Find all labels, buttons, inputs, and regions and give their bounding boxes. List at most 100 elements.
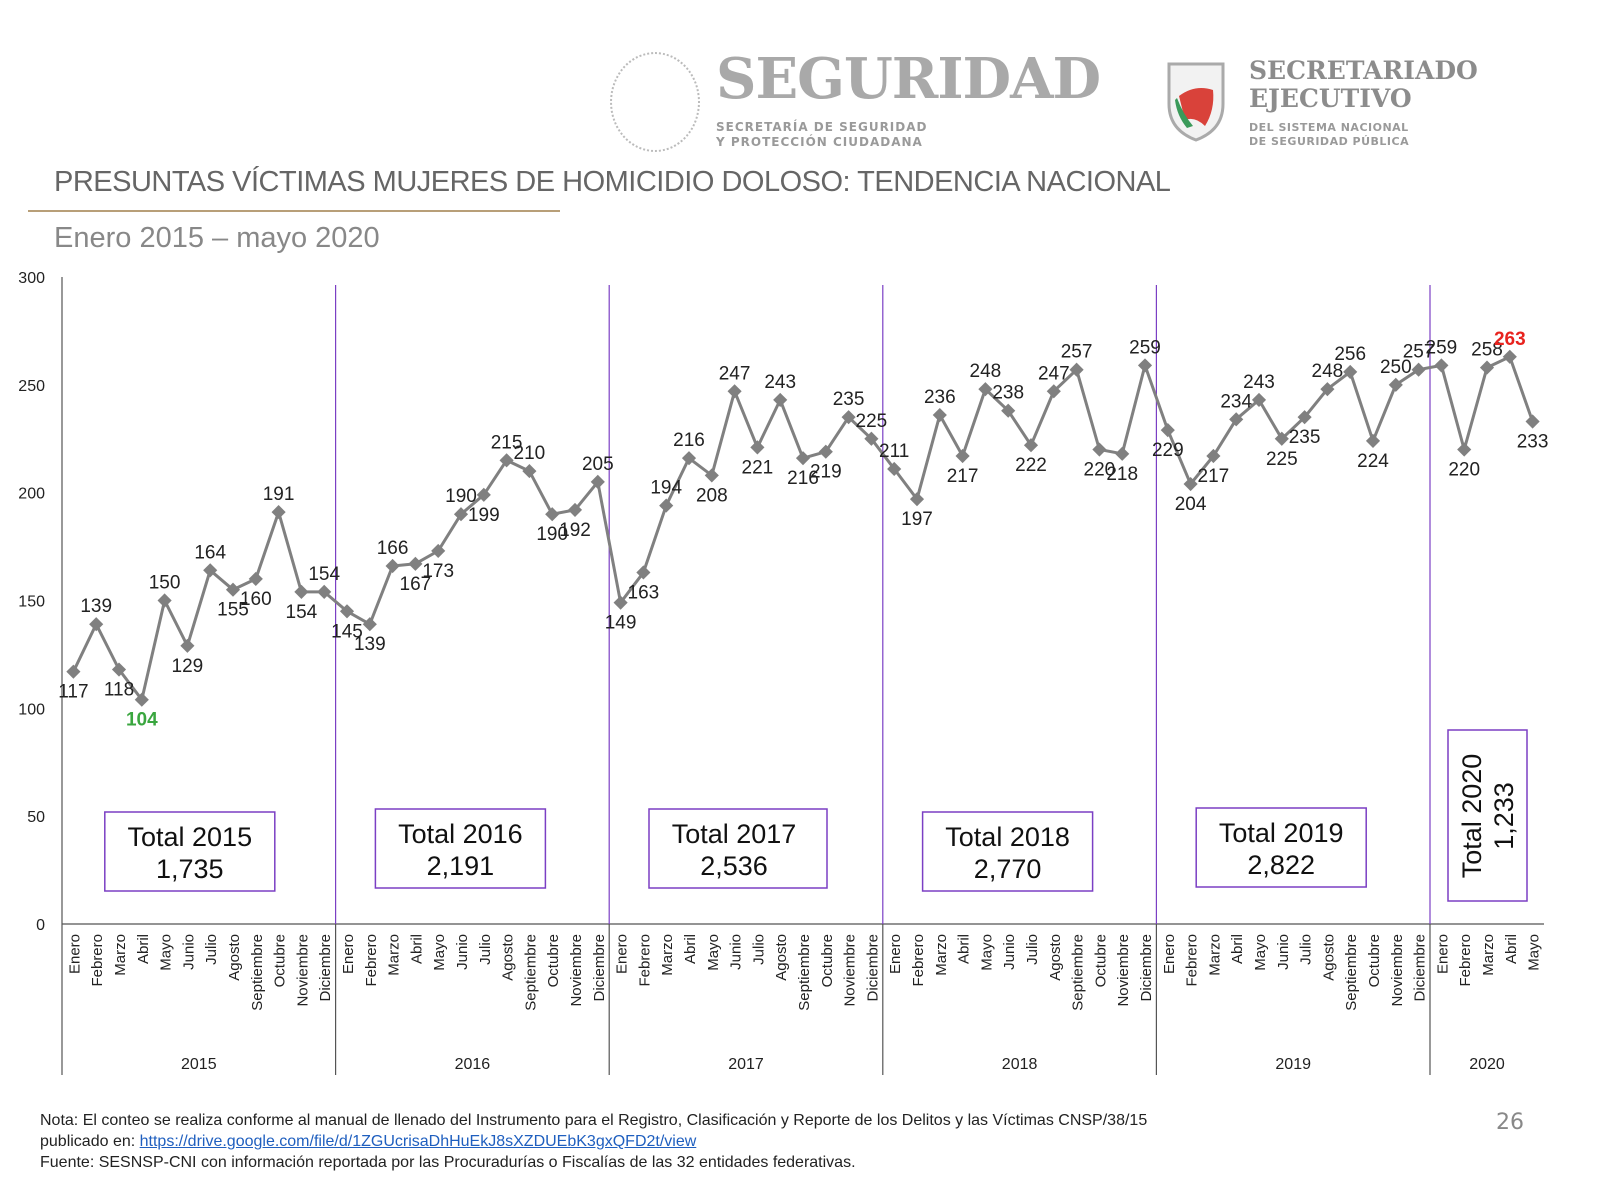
data-label: 167 [400,574,432,595]
footer-notes: Nota: El conteo se realiza conforme al m… [40,1110,1147,1173]
month-label: Julio [203,934,220,965]
data-point [453,507,469,522]
data-point [157,593,172,608]
total-box-value: 2,822 [1247,850,1315,880]
month-label: Enero [66,934,83,974]
month-label: Noviembre [568,934,585,1007]
source-link[interactable]: https://drive.google.com/file/d/1ZGUcris… [139,1133,697,1150]
title-divider [28,210,560,212]
data-point [1274,431,1289,446]
data-label: 118 [104,680,134,701]
month-label: Agosto [500,934,517,981]
month-label: Febrero [910,934,927,987]
data-label: 225 [856,411,888,432]
data-label: 117 [58,682,88,703]
month-label: Enero [340,934,357,974]
total-box-label: Total 2016 [398,819,523,849]
month-label: Junio [180,934,197,970]
page-title: PRESUNTAS VÍCTIMAS MUJERES DE HOMICIDIO … [54,166,1171,198]
data-label: 218 [1106,464,1138,485]
month-label: Agosto [226,934,243,981]
data-point [1023,438,1039,453]
y-tick-label: 200 [18,486,45,503]
month-label: Agosto [1320,934,1337,981]
month-label: Abril [682,934,699,964]
data-point [818,444,833,459]
data-label: 219 [810,462,842,483]
secretariado-logo-name: SECRETARIADO EJECUTIVO [1249,57,1478,113]
total-box-value: 1,233 [1489,782,1519,850]
month-label: Mayo [158,934,175,971]
data-point [1343,364,1358,379]
month-label: Septiembre [249,934,266,1011]
data-label: 247 [719,363,751,384]
data-label: 236 [924,387,956,408]
month-label: Diciembre [1138,934,1155,1002]
data-point [955,448,970,464]
data-point [1160,423,1175,438]
month-label: Enero [1161,934,1178,974]
secretariado-name2: EJECUTIVO [1249,84,1412,113]
month-label: Noviembre [1389,934,1406,1007]
secretariado-line2: DE SEGURIDAD PÚBLICA [1249,135,1410,148]
data-label: 204 [1175,494,1207,515]
data-label: 194 [650,478,682,499]
total-box-value: 2,770 [974,854,1042,884]
month-label: Julio [1024,934,1041,965]
data-point [750,440,765,455]
data-label: 173 [422,561,454,582]
month-label: Abril [1229,934,1246,964]
data-point [1434,358,1449,373]
data-label: 259 [1129,337,1161,358]
data-point [613,595,628,610]
month-label: Marzo [933,934,950,976]
data-point [1046,384,1061,399]
data-point [978,382,993,397]
data-label: 190 [536,524,568,545]
month-label: Noviembre [842,934,859,1007]
month-label: Noviembre [294,934,311,1007]
data-label: 220 [1084,460,1116,481]
data-point [408,556,423,571]
y-tick-label: 50 [27,809,45,826]
shield-icon [1167,62,1225,142]
data-point [1411,362,1426,377]
total-box-label: Total 2017 [672,819,797,849]
month-label: Marzo [1480,934,1497,976]
national-seal-icon [610,52,700,152]
data-label: 199 [468,505,500,526]
year-label: 2020 [1469,1056,1505,1073]
data-point [932,407,947,423]
data-point [499,453,514,468]
month-label: Mayo [431,934,448,971]
total-box [1195,807,1367,888]
data-label: 192 [559,520,591,541]
data-label: 150 [149,573,181,594]
y-tick-label: 0 [36,917,45,934]
data-point [1183,476,1198,492]
month-label: Diciembre [591,934,608,1002]
data-label: 155 [217,600,249,621]
month-label: Abril [135,934,152,964]
y-tick-label: 100 [18,701,45,718]
data-point [795,451,811,466]
total-box [104,811,276,892]
footer-published: publicado en: https://drive.google.com/f… [40,1131,1147,1152]
data-point [1069,362,1084,377]
footer-note: Nota: El conteo se realiza conforme al m… [40,1112,1148,1129]
data-label: 160 [240,589,272,610]
data-point [1001,403,1016,418]
total-box [921,811,1094,892]
data-label: 248 [1312,361,1344,382]
data-point [1297,410,1312,425]
data-label: 225 [1266,449,1298,470]
data-label: 229 [1152,440,1184,461]
data-label: 166 [377,538,409,559]
year-label: 2016 [455,1056,491,1073]
data-point [887,461,902,477]
data-point [1115,446,1130,461]
month-label: Junio [454,934,471,970]
total-box-label: Total 2018 [945,822,1070,852]
month-label: Septiembre [796,934,813,1011]
y-tick-label: 300 [18,270,45,287]
